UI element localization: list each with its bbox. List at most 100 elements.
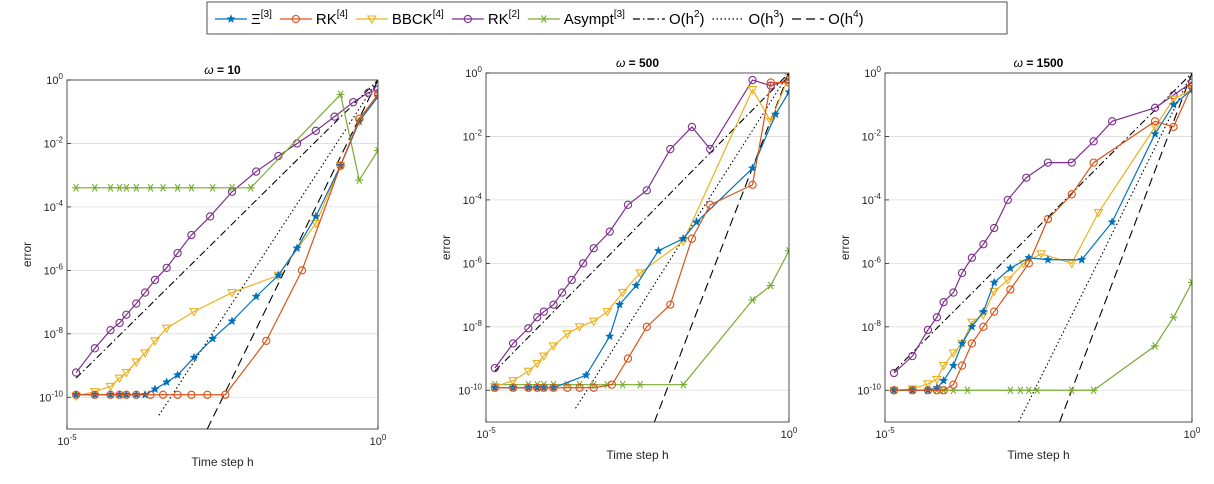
legend-box: [206, 1, 1008, 35]
y-tick-label: 10-4: [463, 192, 483, 207]
data-point-xi3: [784, 87, 789, 97]
data-point-rk2: [666, 144, 675, 154]
y-tick-label: 10-2: [862, 128, 882, 143]
data-point-asympt3: [785, 246, 789, 255]
data-point-rk2: [578, 259, 588, 268]
data-point-xi3: [653, 245, 664, 255]
legend-item-o2: O(h2): [632, 9, 705, 28]
data-point-rk2: [889, 368, 899, 378]
series-rk2: [490, 75, 789, 373]
data-point-asympt3: [146, 183, 155, 192]
data-point-asympt3: [1033, 386, 1042, 395]
data-point-bbck4: [747, 86, 758, 95]
legend-item-rk4: RK[4]: [279, 9, 348, 28]
data-point-rk2: [524, 324, 533, 333]
data-point-asympt3: [336, 90, 345, 99]
data-point-xi3: [189, 352, 199, 362]
data-point-bbck4: [922, 380, 933, 389]
data-point-rk4: [607, 380, 617, 389]
y-tick-label: 10-4: [44, 199, 64, 214]
data-point-rk2: [140, 288, 150, 297]
data-point-asympt3: [208, 183, 217, 192]
data-point-asympt3: [187, 183, 196, 192]
data-point-rk2: [990, 223, 999, 233]
data-point-rk2: [490, 363, 500, 373]
y-tick-label: 10-6: [44, 262, 64, 277]
legend-label-o3: O(h3): [749, 9, 785, 28]
data-point-bbck4: [588, 317, 599, 327]
data-point-rk2: [349, 98, 358, 107]
data-point-asympt3: [122, 183, 131, 192]
data-point-asympt3: [1169, 313, 1178, 322]
legend-label-o4: O(h4): [828, 9, 864, 28]
data-point-rk4: [122, 390, 131, 399]
data-point-rk4: [1024, 259, 1033, 268]
data-point-rk2: [567, 275, 576, 285]
data-point-asympt3: [963, 386, 972, 395]
data-point-rk2: [539, 307, 548, 316]
data-point-xi3: [948, 360, 959, 370]
data-point-rk4: [1006, 285, 1015, 294]
data-point-rk2: [533, 313, 542, 322]
series-o2: [75, 80, 378, 379]
data-point-rk4: [490, 383, 500, 392]
data-point-asympt3: [1089, 386, 1098, 395]
data-point-bbck4: [1093, 208, 1104, 218]
data-point-xi3: [208, 333, 218, 343]
data-point-rk4: [355, 114, 364, 123]
data-point-asympt3: [90, 183, 99, 192]
data-point-xi3: [172, 370, 183, 380]
data-point-bbck4: [131, 358, 142, 368]
data-point-rk2: [687, 122, 697, 132]
y-tick-label: 10-10: [857, 382, 881, 397]
axes-box: [66, 79, 379, 430]
chart-title: ω = 10: [204, 63, 241, 77]
legend-item-o3: O(h3): [712, 9, 785, 28]
data-point-rk4: [990, 307, 999, 316]
data-point-rk4: [1169, 122, 1178, 132]
legend-item-bbck4: BBCK[4]: [355, 9, 444, 28]
data-point-rk4: [748, 180, 757, 189]
data-point-rk4: [336, 161, 345, 170]
data-point-rk4: [1150, 117, 1160, 126]
data-point-bbck4: [635, 269, 646, 279]
data-point-rk4: [923, 386, 933, 395]
legend-marker-xi3: [226, 14, 236, 23]
legend-label-rk4: RK[4]: [316, 9, 348, 28]
series-o2: [494, 73, 789, 372]
data-point-bbck4: [121, 369, 132, 378]
data-point-rk2: [106, 326, 115, 335]
y-tick-label: 100: [864, 65, 881, 80]
data-point-rk2: [122, 310, 131, 319]
data-point-bbck4: [140, 349, 151, 359]
x-axis-label: Time step h: [191, 455, 253, 469]
data-point-rk4: [524, 383, 533, 392]
data-point-bbck4: [948, 349, 959, 359]
data-point-xi3: [1077, 254, 1087, 264]
data-point-asympt3: [106, 183, 115, 192]
y-tick-label: 10-2: [44, 135, 64, 150]
data-point-xi3: [967, 321, 977, 331]
data-point-rk2: [979, 240, 988, 249]
data-point-bbck4: [508, 377, 519, 386]
data-point-rk4: [1043, 214, 1053, 224]
chart-panel-3: 10-10 10-8 10-6 10-4 10-2 100 10-5 100 ω = 1500 T…: [838, 56, 1201, 462]
series-o2: [893, 73, 1192, 372]
legend-item-xi3: Ξ[3]: [215, 9, 272, 28]
y-tick-label: 10-4: [862, 192, 882, 207]
data-point-xi3: [957, 338, 967, 348]
data-point-xi3: [311, 211, 321, 221]
y-tick-label: 10-8: [862, 319, 882, 334]
legend-label-rk2: RK[2]: [488, 9, 520, 28]
data-point-xi3: [1150, 129, 1160, 138]
data-point-xi3: [1168, 99, 1179, 109]
series-rk4: [490, 78, 789, 392]
data-point-rk4: [979, 322, 988, 331]
series-line-rk4: [494, 81, 789, 389]
legend-item-rk2: RK[2]: [451, 9, 520, 28]
data-point-rk4: [706, 200, 715, 209]
data-point-bbck4: [617, 289, 628, 298]
data-point-xi3: [161, 377, 172, 387]
data-point-rk2: [364, 88, 373, 97]
data-point-rk2: [132, 299, 141, 308]
